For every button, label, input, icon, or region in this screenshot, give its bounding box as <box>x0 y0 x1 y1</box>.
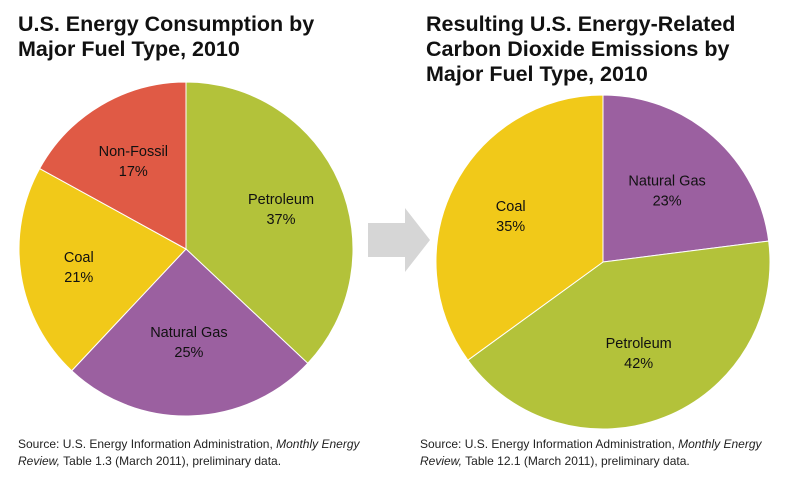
left-slice-value-coal: 21% <box>64 270 93 286</box>
left-pie-slice-petroleum <box>185 81 354 365</box>
left-slice-value-non-fossil: 17% <box>119 164 148 180</box>
chart-title-right: Resulting U.S. Energy-Related Carbon Dio… <box>426 12 736 86</box>
source-prefix: Source: U.S. Energy Information Administ… <box>18 437 277 451</box>
chart-title-left: U.S. Energy Consumption by Major Fuel Ty… <box>18 12 315 61</box>
left-slice-label-coal: Coal <box>64 250 94 266</box>
right-slice-value-natural-gas: 23% <box>653 193 682 209</box>
source-prefix: Source: U.S. Energy Information Administ… <box>420 437 679 451</box>
left-pie-slice-non-fossil <box>38 81 187 250</box>
right-slice-label-natural-gas: Natural Gas <box>628 173 705 189</box>
pie-chart-right: Natural Gas 23% Petroleum 42% Coal 35% <box>435 94 771 430</box>
source-publication: Monthly Energy Review, <box>18 437 360 468</box>
left-slice-value-petroleum: 37% <box>266 212 295 228</box>
right-slice-label-coal: Coal <box>496 199 526 215</box>
right-pie-slice-natural-gas <box>602 94 770 263</box>
right-arrow-icon <box>368 208 430 272</box>
source-publication: Monthly Energy Review, <box>420 437 762 468</box>
source-note-left: Source: U.S. Energy Information Administ… <box>18 436 388 470</box>
left-slice-label-petroleum: Petroleum <box>248 192 314 208</box>
left-pie-slice-natural-gas <box>70 248 309 417</box>
left-slice-value-natural-gas: 25% <box>174 345 203 361</box>
right-pie-slice-coal <box>435 94 604 361</box>
right-slice-value-petroleum: 42% <box>624 356 653 372</box>
source-suffix: Table 12.1 (March 2011), preliminary dat… <box>462 454 690 468</box>
left-pie-slice-coal <box>18 167 187 372</box>
right-pie-slice-petroleum <box>467 240 771 430</box>
left-slice-label-natural-gas: Natural Gas <box>150 325 227 341</box>
source-note-right: Source: U.S. Energy Information Administ… <box>420 436 789 470</box>
right-slice-value-coal: 35% <box>496 219 525 235</box>
source-suffix: Table 1.3 (March 2011), preliminary data… <box>60 454 282 468</box>
right-slice-label-petroleum: Petroleum <box>606 336 672 352</box>
pie-chart-left: Petroleum 37% Natural Gas 25% Coal 21% Non-Fos… <box>18 81 354 417</box>
left-slice-label-non-fossil: Non-Fossil <box>99 144 168 160</box>
